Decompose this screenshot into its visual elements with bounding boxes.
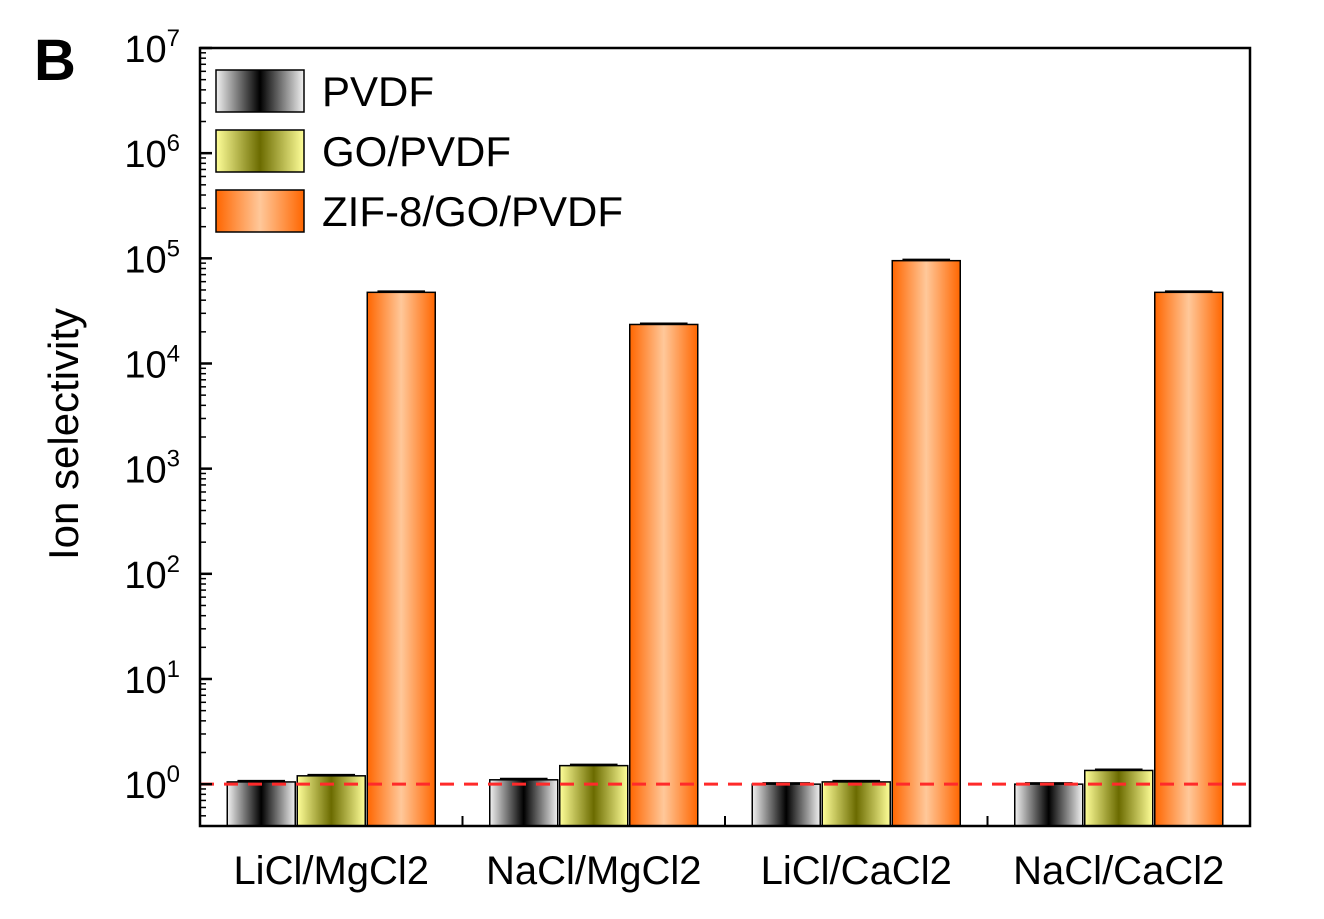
y-tick-label: 100 (124, 761, 180, 807)
legend-swatch (215, 69, 305, 113)
axes-layer: 100 101 102 103 104 105 106 107 LiCl/MgCl2 NaCl/M… (124, 25, 1252, 893)
bar-pvdf-0 (226, 781, 296, 827)
y-tick-label: 107 (124, 25, 180, 71)
bar-go-pvdf-3 (1084, 769, 1154, 827)
y-tick-label: 105 (124, 235, 180, 281)
legend: PVDF GO/PVDF ZIF-8/GO/PVDF (215, 68, 623, 235)
y-tick-label: 101 (124, 656, 180, 702)
bar-pvdf-3 (1014, 783, 1084, 827)
y-tick-label: 103 (124, 446, 180, 492)
bar-zif-8-go-pvdf-2 (891, 259, 961, 827)
bar-zif-8-go-pvdf-1 (629, 323, 699, 827)
y-tick-label: 104 (124, 340, 180, 386)
x-category-label: NaCl/MgCl2 (486, 849, 702, 893)
bar-pvdf-2 (751, 783, 821, 827)
x-category-label: LiCl/MgCl2 (233, 849, 429, 893)
bar-pvdf-1 (489, 779, 559, 827)
legend-label: GO/PVDF (322, 128, 511, 175)
panel-label: B (34, 28, 76, 93)
legend-swatch (215, 189, 305, 233)
legend-label: PVDF (322, 68, 434, 115)
bar-go-pvdf-2 (821, 781, 891, 827)
legend-swatch (215, 129, 305, 173)
bar-zif-8-go-pvdf-3 (1154, 291, 1224, 827)
y-tick-label: 106 (124, 130, 180, 176)
bar-zif-8-go-pvdf-0 (366, 291, 436, 827)
x-category-label: LiCl/CaCl2 (761, 849, 952, 893)
bar-go-pvdf-1 (559, 764, 629, 827)
bars-layer (226, 258, 1224, 827)
legend-label: ZIF-8/GO/PVDF (322, 188, 623, 235)
y-tick-label: 102 (124, 551, 180, 597)
x-category-label: NaCl/CaCl2 (1013, 849, 1224, 893)
y-axis-label: Ion selectivity (40, 308, 87, 560)
